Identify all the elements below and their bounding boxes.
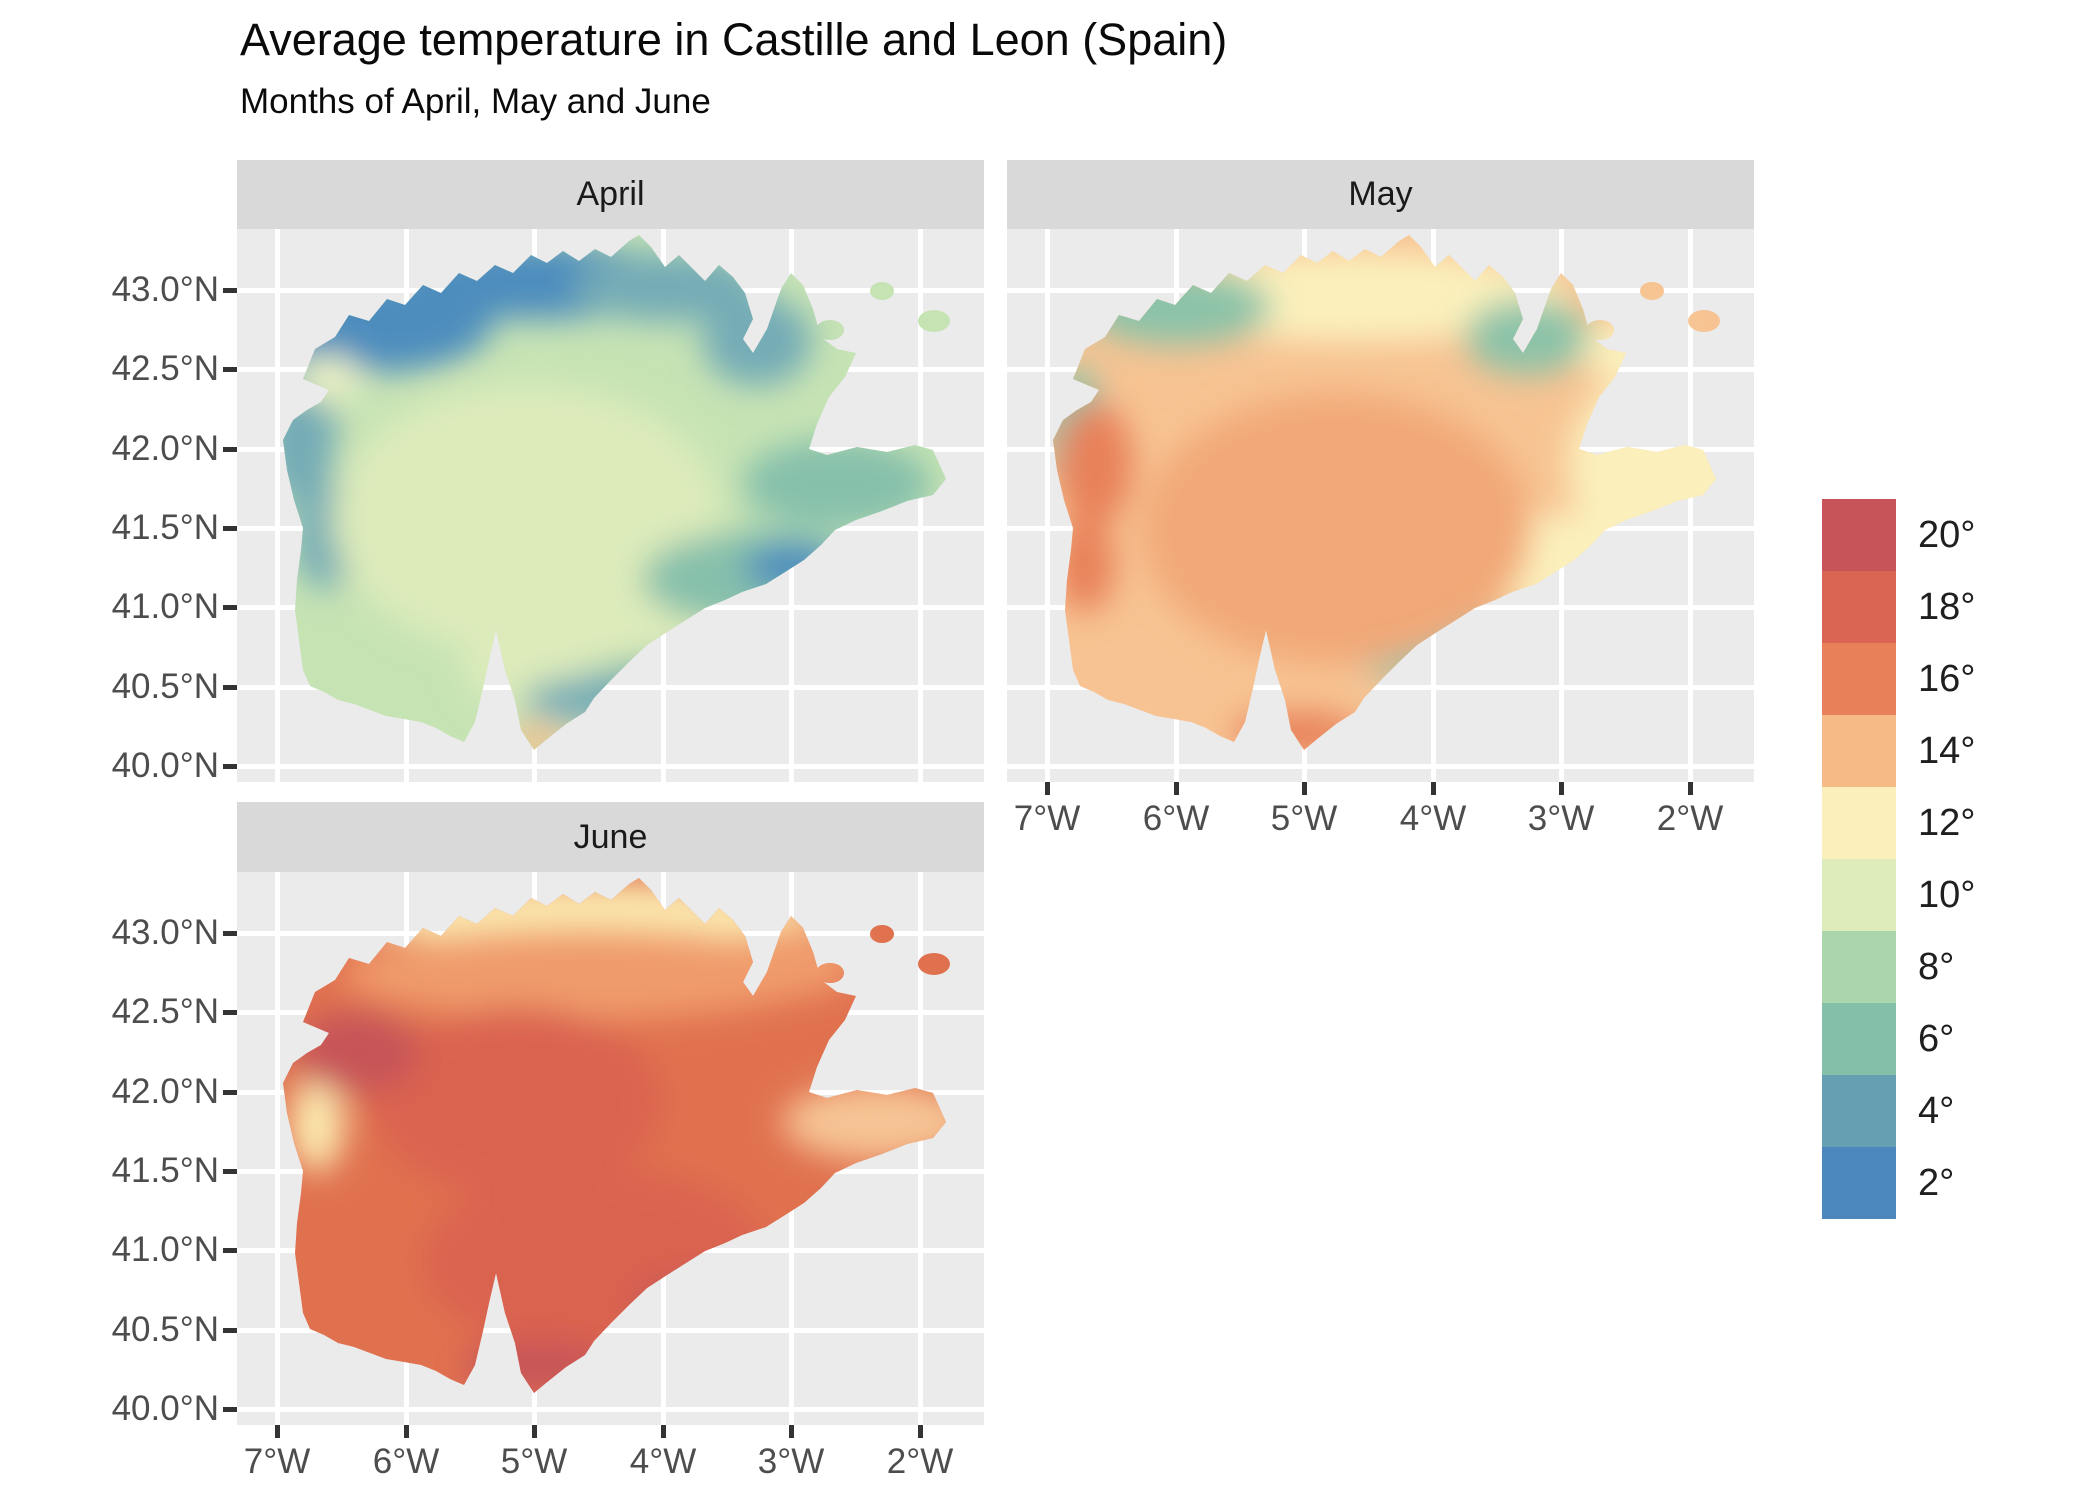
lat-label: 40.5°N — [111, 667, 219, 706]
lon-label: 5°W — [500, 1442, 568, 1481]
x-tick-mark — [1559, 782, 1564, 795]
lat-label: 40.5°N — [111, 1310, 219, 1349]
lat-label: 42.0°N — [111, 429, 219, 468]
gridline-horizontal — [237, 764, 984, 769]
y-tick-mark — [223, 685, 237, 690]
facet-label-may: May — [1348, 175, 1413, 213]
lon-label: 7°W — [243, 1442, 311, 1481]
legend-label: 18° — [1918, 586, 1976, 628]
gridline-horizontal — [237, 1328, 984, 1333]
x-tick-mark — [1045, 782, 1050, 795]
x-tick-mark — [1174, 782, 1179, 795]
y-tick-mark — [223, 1328, 237, 1333]
lat-label: 42.5°N — [111, 992, 219, 1031]
legend-label: 6° — [1918, 1018, 1955, 1060]
lat-label: 41.5°N — [111, 1151, 219, 1190]
legend-label: 12° — [1918, 802, 1976, 844]
lat-label: 40.0°N — [111, 1389, 219, 1428]
lat-label: 43.0°N — [111, 270, 219, 309]
x-tick-mark — [404, 1425, 409, 1438]
legend-label: 2° — [1918, 1162, 1955, 1204]
y-tick-mark — [223, 931, 237, 936]
y-tick-mark — [223, 288, 237, 293]
x-tick-mark — [661, 1425, 666, 1438]
gridline-vertical — [275, 872, 280, 1425]
x-tick-mark — [1302, 782, 1307, 795]
gridline-vertical — [918, 872, 923, 1425]
lon-label: 3°W — [1527, 799, 1595, 838]
chart-title: Average temperature in Castille and Leon… — [240, 14, 1228, 65]
facet-strip-june: June — [237, 802, 984, 872]
legend-swatch — [1822, 931, 1896, 1003]
legend-label: 14° — [1918, 730, 1976, 772]
legend-swatch — [1822, 787, 1896, 859]
y-tick-mark — [223, 447, 237, 452]
gridline-vertical — [918, 229, 923, 782]
facet-label-june: June — [573, 817, 648, 856]
lon-label: 2°W — [886, 1442, 954, 1481]
legend-swatch — [1822, 1075, 1896, 1147]
y-tick-mark — [223, 1010, 237, 1015]
map-june — [283, 878, 950, 1393]
x-tick-mark — [789, 1425, 794, 1438]
legend-label: 16° — [1918, 658, 1976, 700]
lon-label: 4°W — [1399, 799, 1467, 838]
lon-label: 4°W — [629, 1442, 697, 1481]
x-tick-mark — [1688, 782, 1693, 795]
y-tick-mark — [223, 605, 237, 610]
legend-label: 8° — [1918, 946, 1955, 988]
x-tick-mark — [275, 1425, 280, 1438]
lat-label: 41.0°N — [111, 1230, 219, 1269]
lat-label: 42.5°N — [111, 349, 219, 388]
y-tick-mark — [223, 764, 237, 769]
legend-swatch — [1822, 571, 1896, 643]
chart-subtitle: Months of April, May and June — [240, 82, 711, 121]
lat-label: 41.0°N — [111, 587, 219, 626]
gridline-horizontal — [237, 685, 984, 690]
legend-swatch — [1822, 859, 1896, 931]
gridline-vertical — [275, 229, 280, 782]
lon-label: 5°W — [1270, 799, 1338, 838]
lon-label: 6°W — [1142, 799, 1210, 838]
gridline-horizontal — [237, 1407, 984, 1412]
x-tick-mark — [1431, 782, 1436, 795]
gridline-vertical — [1688, 229, 1693, 782]
lon-label: 3°W — [757, 1442, 825, 1481]
y-tick-mark — [223, 1248, 237, 1253]
legend-label: 20° — [1918, 514, 1976, 556]
lat-label: 40.0°N — [111, 746, 219, 785]
legend-swatch — [1822, 1003, 1896, 1075]
legend-swatch — [1822, 643, 1896, 715]
facet-label-april: April — [576, 175, 645, 213]
gridline-vertical — [1045, 229, 1050, 782]
y-tick-mark — [223, 1090, 237, 1095]
x-tick-mark — [918, 1425, 923, 1438]
y-tick-mark — [223, 367, 237, 372]
lon-label: 7°W — [1013, 799, 1081, 838]
lon-label: 2°W — [1656, 799, 1724, 838]
legend-label: 10° — [1918, 874, 1976, 916]
legend-swatch — [1822, 1147, 1896, 1219]
lat-label: 41.5°N — [111, 508, 219, 547]
lon-label: 6°W — [372, 1442, 440, 1481]
y-tick-mark — [223, 1169, 237, 1174]
y-tick-mark — [223, 526, 237, 531]
gridline-horizontal — [1007, 764, 1754, 769]
facet-strip-april: April — [237, 160, 984, 229]
map-april — [283, 235, 950, 750]
legend-swatch — [1822, 499, 1896, 571]
y-tick-mark — [223, 1407, 237, 1412]
map-may — [1053, 235, 1720, 750]
lat-label: 42.0°N — [111, 1072, 219, 1111]
facet-strip-may: May — [1007, 160, 1754, 229]
lat-label: 43.0°N — [111, 913, 219, 952]
legend-label: 4° — [1918, 1090, 1955, 1132]
legend-swatch — [1822, 715, 1896, 787]
gridline-horizontal — [1007, 685, 1754, 690]
x-tick-mark — [532, 1425, 537, 1438]
